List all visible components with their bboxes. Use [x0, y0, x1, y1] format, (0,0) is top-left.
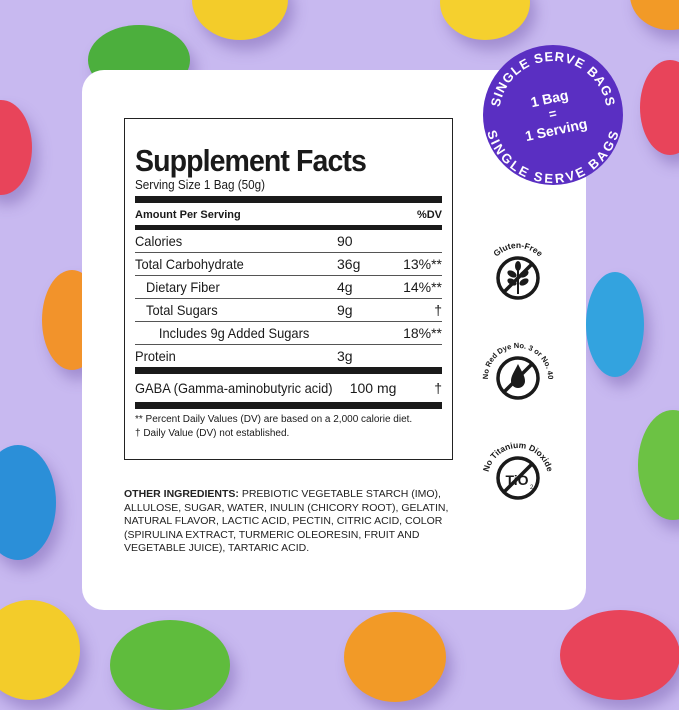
gummy-orange [344, 612, 446, 702]
nutrient-name: GABA (Gamma-aminobutyric acid) [135, 380, 333, 396]
nutrient-dv: 18%** [403, 325, 442, 341]
nutrient-dv: 14%** [403, 279, 442, 295]
gummy-blue [0, 445, 56, 560]
nutrient-name: Dietary Fiber [146, 279, 220, 295]
single-serve-badge: SINGLE SERVE BAGS SINGLE SERVE BAGS 1 Ba… [483, 45, 623, 185]
facts-row: Dietary Fiber 4g 14%** [135, 276, 442, 299]
svg-text:2: 2 [530, 485, 534, 491]
facts-title: Supplement Facts [135, 143, 367, 178]
nutrient-dv: † [434, 302, 442, 318]
facts-header: Amount Per Serving %DV [135, 206, 442, 225]
svg-text:Gluten-Free: Gluten-Free [491, 240, 545, 259]
facts-row: Includes 9g Added Sugars 18%** [135, 322, 442, 345]
nutrient-amount: 90 [337, 233, 353, 249]
facts-row: Calories 90 [135, 230, 442, 253]
gummy-green [110, 620, 230, 710]
nutrient-dv: † [434, 380, 442, 396]
divider [135, 367, 442, 374]
badge-line1: 1 Bag [529, 87, 570, 111]
nutrient-amount: 4g [337, 279, 353, 295]
nutrient-name: Includes 9g Added Sugars [158, 325, 310, 341]
divider [135, 402, 442, 409]
divider [135, 225, 442, 230]
wheat-icon: Gluten-Free [491, 240, 545, 300]
gummy-yellow [440, 0, 530, 40]
supplement-facts-panel: Supplement Facts Serving Size 1 Bag (50g… [124, 118, 453, 460]
divider [135, 196, 442, 203]
nutrient-amount: 36g [337, 256, 361, 272]
ingredients-label: OTHER INGREDIENTS: [124, 488, 239, 500]
serving-size: Serving Size 1 Bag (50g) [135, 177, 266, 192]
nutrient-name: Total Carbohydrate [135, 256, 244, 272]
ingredients-text: PREBIOTIC VEGETABLE STARCH (IMO), ALLULO… [124, 488, 449, 554]
facts-row: Protein 3g [135, 345, 442, 367]
gummy-yellow [0, 600, 80, 700]
nutrient-amount: 3g [337, 348, 353, 364]
gummy-blue [586, 272, 644, 377]
gummy-yellow [192, 0, 288, 40]
gummy-red [640, 60, 679, 155]
facts-row: Total Carbohydrate 36g 13%** [135, 253, 442, 276]
footnote-dagger: † Daily Value (DV) not established. [135, 428, 290, 439]
nutrient-amount: 100 mg [349, 380, 397, 396]
drop-icon: No Red Dye No. 3 or No. 40 [481, 341, 555, 400]
footnote-dv: ** Percent Daily Values (DV) are based o… [135, 414, 413, 425]
gummy-red [560, 610, 679, 700]
amount-header: Amount Per Serving [135, 209, 241, 221]
nutrient-name: Total Sugars [146, 302, 218, 318]
nutrient-name: Protein [135, 348, 176, 364]
gummy-red [0, 100, 32, 195]
facts-row: GABA (Gamma-aminobutyric acid) 100 mg † [135, 374, 442, 402]
footnotes: ** Percent Daily Values (DV) are based o… [135, 413, 442, 441]
dv-header: %DV [416, 209, 442, 221]
facts-row: Total Sugars 9g † [135, 299, 442, 322]
gummy-green [638, 410, 679, 520]
icon-label: Gluten-Free [491, 240, 545, 259]
nutrient-amount: 9g [337, 302, 353, 318]
nutrient-name: Calories [135, 233, 183, 249]
nutrient-dv: 13%** [403, 256, 442, 272]
tio2-icon: No Titanium Dioxide TiO2 [481, 440, 555, 500]
gummy-orange [630, 0, 679, 30]
badge-line2: = [547, 105, 558, 121]
other-ingredients: OTHER INGREDIENTS: PREBIOTIC VEGETABLE S… [124, 488, 454, 556]
